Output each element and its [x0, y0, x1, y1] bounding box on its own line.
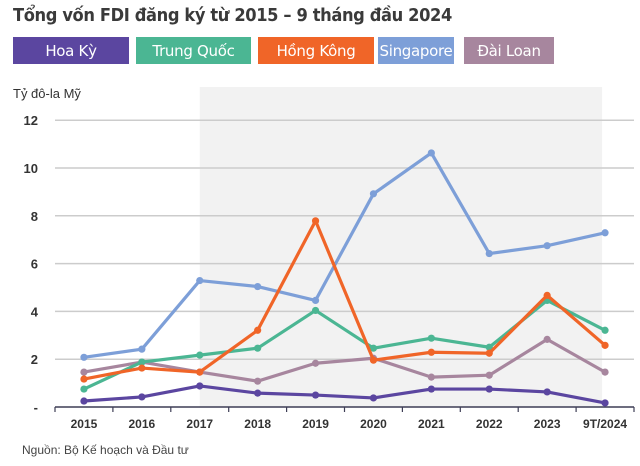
data-point	[485, 349, 493, 357]
data-point	[601, 399, 609, 407]
data-point	[80, 375, 88, 383]
x-tick-label: 2016	[128, 417, 155, 431]
x-tick-label: 2022	[476, 417, 503, 431]
data-point	[311, 217, 320, 225]
data-point	[427, 149, 435, 157]
data-point	[254, 377, 262, 385]
x-tick-label: 9T/2024	[583, 417, 627, 431]
data-point	[138, 345, 146, 353]
legend-item-hoa-ky: Hoa Kỳ	[13, 37, 129, 64]
x-tick-label: 2023	[534, 417, 561, 431]
data-point	[196, 351, 204, 359]
series-line-Singapore	[82, 151, 607, 359]
x-tick-label: 2015	[71, 417, 98, 431]
data-point	[311, 306, 320, 315]
y-tick-label: 2	[31, 352, 38, 367]
data-point	[427, 348, 435, 356]
legend-item-singapore: Singapore	[378, 37, 454, 64]
y-tick-label: 12	[24, 113, 38, 128]
data-point	[369, 394, 378, 402]
y-tick-label: 8	[31, 209, 38, 224]
data-point	[138, 358, 146, 366]
data-point	[485, 371, 493, 379]
data-point	[196, 276, 204, 285]
data-point	[427, 334, 435, 342]
data-point	[543, 388, 551, 396]
legend-label: Đài Loan	[477, 41, 541, 60]
data-point	[601, 341, 609, 349]
data-point	[254, 389, 262, 397]
data-point	[80, 385, 88, 393]
data-point	[485, 343, 493, 351]
series-line-Hoa Kỳ	[82, 384, 607, 405]
x-tick-label: 2020	[360, 417, 387, 431]
data-point	[254, 344, 262, 352]
data-point	[80, 368, 88, 376]
data-point	[485, 249, 493, 258]
legend-item-hong-kong: Hồng Kông	[258, 37, 374, 64]
y-axis-unit-label: Tỷ đô-la Mỹ	[13, 86, 81, 101]
x-tick-label: 2019	[302, 417, 329, 431]
data-point	[311, 359, 320, 367]
data-point	[254, 282, 262, 291]
legend-label: Singapore	[379, 41, 453, 60]
data-point	[543, 291, 551, 299]
legend-label: Trung Quốc	[152, 41, 235, 60]
x-tick-label: 2021	[418, 417, 445, 431]
chart-title: Tổng vốn FDI đăng ký từ 2015 – 9 tháng đ…	[13, 6, 452, 26]
y-tick-label: -	[34, 400, 38, 415]
y-tick-label: 4	[31, 304, 39, 319]
data-point	[138, 364, 146, 372]
legend-label: Hồng Kông	[276, 41, 356, 60]
y-tick-label: 10	[24, 161, 38, 176]
data-point	[427, 373, 435, 381]
data-point	[601, 229, 609, 237]
data-point	[427, 385, 435, 393]
legend-item-dai-loan: Đài Loan	[464, 37, 554, 64]
data-point	[369, 190, 378, 198]
source-note: Nguồn: Bộ Kế hoạch và Đầu tư	[22, 443, 189, 457]
data-point	[138, 393, 146, 401]
x-tick-label: 2018	[244, 417, 271, 431]
series-line-Đài Loan	[82, 337, 607, 383]
data-point	[80, 353, 88, 361]
data-point	[196, 368, 204, 376]
data-point	[311, 296, 320, 305]
x-tick-label: 2017	[186, 417, 213, 431]
data-point	[196, 382, 204, 390]
data-point	[485, 385, 493, 393]
data-point	[80, 397, 88, 405]
data-point	[543, 335, 551, 343]
legend-item-trung-quoc: Trung Quốc	[136, 37, 251, 64]
y-tick-label: 6	[31, 257, 38, 272]
data-point	[311, 391, 320, 399]
data-point	[601, 326, 609, 334]
data-point	[254, 326, 262, 334]
data-point	[543, 242, 551, 250]
data-point	[369, 356, 378, 364]
data-point	[601, 368, 609, 376]
series-line-Hồng Kông	[82, 219, 607, 381]
legend: Hoa Kỳ Trung Quốc Hồng Kông Singapore Đà…	[0, 37, 640, 64]
data-point	[369, 344, 378, 352]
legend-label: Hoa Kỳ	[45, 41, 97, 60]
